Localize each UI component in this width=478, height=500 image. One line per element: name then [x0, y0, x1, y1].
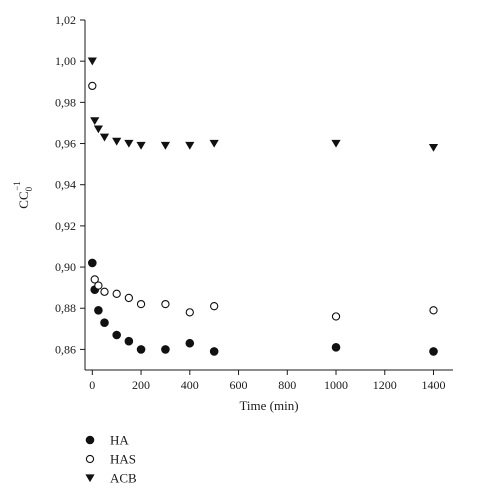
x-tick-label: 200	[132, 378, 150, 392]
svg-text:CC0−1: CC0−1	[12, 181, 34, 208]
legend-marker	[85, 474, 95, 483]
y-tick-label: 0,96	[55, 137, 76, 151]
data-series	[87, 57, 439, 356]
data-point	[94, 281, 103, 290]
data-point	[331, 312, 341, 321]
data-point	[87, 57, 97, 66]
y-axis-title-subscript: 0	[24, 186, 34, 191]
data-point	[136, 299, 146, 309]
x-tick-label: 1000	[324, 378, 348, 392]
y-tick-label: 0,90	[55, 260, 76, 274]
data-point	[136, 345, 146, 354]
chart-legend: HA HAS ACB	[85, 433, 137, 486]
data-point	[185, 338, 195, 348]
y-axis-title: CC0−1	[12, 181, 34, 208]
data-point	[112, 289, 121, 298]
data-point	[210, 302, 219, 311]
data-point	[100, 318, 109, 327]
legend-label: ACB	[110, 471, 137, 486]
y-tick-label: 1,00	[55, 54, 76, 68]
data-point	[331, 343, 341, 352]
data-point	[161, 299, 170, 309]
series-has	[88, 81, 438, 321]
y-axis-title-base: CC	[16, 191, 31, 208]
legend-marker	[85, 435, 95, 445]
y-tick-label: 1,02	[55, 13, 76, 27]
data-point	[331, 139, 341, 148]
data-point	[160, 141, 171, 150]
data-point	[209, 347, 219, 356]
data-point	[124, 139, 134, 148]
y-tick-label: 0,86	[55, 342, 76, 356]
data-point	[93, 125, 104, 134]
data-point	[161, 345, 170, 354]
data-point	[90, 275, 99, 284]
legend-label: HA	[110, 433, 129, 448]
axis-ticks: 0,86 0,88 0,90 0,92 0,94 0,96 0,98 1,00 1,02 0 200…	[55, 13, 446, 392]
legend-label: HAS	[110, 452, 136, 467]
data-point	[209, 139, 219, 148]
data-point	[185, 308, 194, 317]
legend-marker	[85, 454, 95, 464]
y-tick-label: 0,92	[55, 219, 76, 233]
x-axis-title: Time (min)	[239, 398, 298, 413]
x-tick-label: 800	[278, 378, 296, 392]
data-point	[136, 141, 146, 150]
series-acb	[87, 57, 439, 152]
x-tick-label: 400	[181, 378, 199, 392]
data-point	[88, 258, 97, 268]
y-axis-title-superscript: −1	[12, 181, 22, 191]
legend-item-ha: HA	[85, 433, 129, 448]
y-tick-label: 0,94	[55, 178, 76, 192]
data-point	[185, 141, 195, 150]
data-point	[112, 330, 121, 340]
data-point	[428, 143, 439, 152]
data-point	[429, 347, 438, 356]
series-ha	[88, 258, 438, 356]
data-point	[94, 305, 103, 315]
y-tick-label: 0,98	[55, 95, 76, 109]
data-point	[124, 293, 134, 303]
y-tick-label: 0,88	[55, 301, 76, 315]
x-tick-label: 0	[89, 378, 95, 392]
x-tick-label: 1400	[422, 378, 446, 392]
data-point	[100, 287, 109, 296]
data-point	[124, 336, 134, 346]
data-point	[90, 117, 100, 126]
x-tick-label: 600	[230, 378, 248, 392]
plot-axes	[84, 20, 453, 371]
legend-item-has: HAS	[85, 452, 136, 467]
data-point	[88, 81, 97, 91]
x-tick-label: 1200	[373, 378, 397, 392]
data-point	[429, 306, 438, 315]
data-point	[99, 133, 110, 142]
data-point	[112, 137, 122, 146]
legend-item-acb: ACB	[85, 471, 137, 486]
